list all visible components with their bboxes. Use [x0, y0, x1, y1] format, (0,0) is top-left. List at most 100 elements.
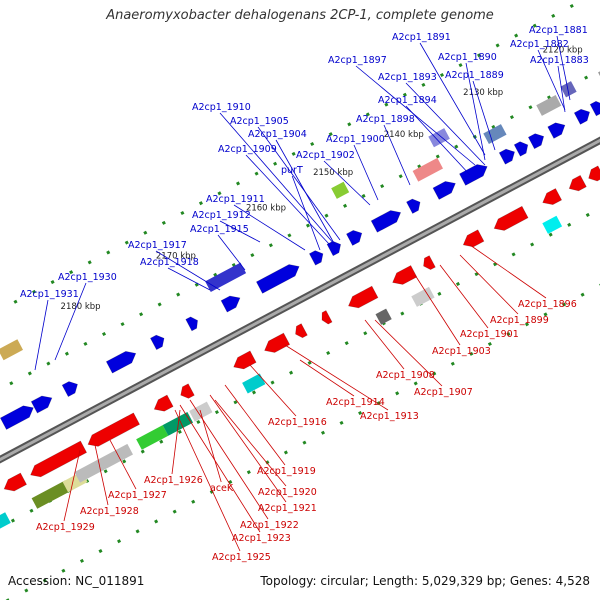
reverse-gene-arrow — [392, 265, 418, 285]
reverse-tick-mark — [437, 291, 442, 296]
reverse-label-leader — [199, 409, 222, 483]
outer-tick-mark — [477, 53, 482, 58]
forward-tick-mark — [46, 361, 51, 366]
forward-gene-label: A2cp1_1915 — [190, 224, 249, 235]
reverse-gene-arrow — [423, 255, 436, 271]
feature-block — [331, 181, 350, 199]
forward-gene-label: A2cp1_1898 — [356, 114, 415, 125]
forward-gene-label: A2cp1_1890 — [438, 52, 497, 63]
reverse-gene-label: A2cp1_1929 — [36, 522, 95, 533]
inner-tick-mark — [135, 529, 140, 534]
forward-tick-mark — [64, 351, 69, 356]
forward-gene-label: A2cp1_1883 — [530, 55, 589, 66]
reverse-label-leader — [109, 439, 137, 490]
forward-gene-label: A2cp1_1891 — [392, 32, 451, 43]
outer-tick-mark — [87, 260, 92, 265]
inner-tick-mark — [395, 391, 400, 396]
forward-gene-arrow — [406, 198, 421, 214]
scale-label: 2170 kbp — [156, 251, 196, 261]
reverse-tick-mark — [140, 449, 145, 454]
forward-label-leader — [405, 105, 471, 176]
outer-tick-mark — [69, 270, 74, 275]
inner-tick-mark — [117, 539, 122, 544]
feature-block — [411, 286, 435, 307]
forward-label-leader — [219, 112, 336, 246]
reverse-tick-mark — [530, 242, 535, 247]
reverse-label-leader — [284, 344, 389, 411]
forward-tick-mark — [250, 253, 255, 258]
feature-block — [242, 373, 266, 394]
outer-tick-mark — [254, 171, 259, 176]
feature-block — [375, 308, 392, 325]
reverse-label-leader — [459, 254, 519, 315]
inner-tick-mark — [432, 371, 437, 376]
outer-tick-mark — [402, 92, 407, 97]
forward-label-leader — [419, 42, 486, 156]
inner-tick-mark — [265, 460, 270, 465]
inner-tick-mark — [562, 302, 567, 307]
forward-tick-mark — [9, 381, 14, 386]
reverse-gene-label: A2cp1_1907 — [414, 387, 473, 398]
reverse-tick-mark — [233, 400, 238, 405]
forward-gene-arrow — [498, 148, 515, 165]
reverse-label-leader — [179, 404, 261, 533]
reverse-gene-arrow — [153, 394, 174, 412]
reverse-gene-label: A2cp1_1919 — [257, 466, 316, 477]
reverse-tick-mark — [326, 350, 331, 356]
reverse-gene-arrow — [348, 285, 379, 309]
forward-tick-mark — [120, 322, 125, 327]
outer-tick-mark — [365, 112, 370, 117]
scale-label: 2120 kbp — [543, 46, 583, 56]
reverse-tick-mark — [585, 212, 590, 217]
inner-tick-mark — [524, 322, 529, 327]
reverse-gene-label: A2cp1_1920 — [258, 487, 317, 498]
reverse-gene-arrow — [233, 350, 257, 370]
forward-label-leader — [167, 267, 211, 291]
forward-gene-label: A2cp1_1931 — [20, 289, 79, 300]
reverse-label-leader — [364, 319, 405, 370]
forward-gene-arrow — [589, 100, 600, 117]
forward-gene-arrow — [220, 295, 241, 313]
reverse-gene-arrow — [462, 229, 485, 248]
inner-tick-mark — [376, 401, 381, 406]
forward-gene-label: A2cp1_1893 — [378, 72, 437, 83]
reverse-gene-arrow — [493, 205, 529, 231]
forward-label-leader — [405, 82, 486, 166]
feature-block — [31, 480, 71, 509]
backbone-highlight — [0, 138, 600, 462]
reverse-gene-label: A2cp1_1899 — [490, 315, 549, 326]
reverse-gene-label: A2cp1_1913 — [360, 411, 419, 422]
feature-block — [560, 81, 577, 98]
forward-gene-label: A2cp1_1930 — [58, 272, 117, 283]
forward-gene-arrow — [527, 133, 545, 150]
reverse-gene-arrow — [264, 332, 291, 353]
inner-tick-mark — [154, 519, 159, 524]
reverse-gene-label: A2cp1_1896 — [518, 299, 577, 310]
feature-block — [483, 124, 507, 145]
forward-label-leader — [537, 49, 566, 111]
scale-label: 2180 kbp — [61, 302, 101, 312]
outer-tick-mark — [143, 230, 148, 235]
accession-text: Accession: NC_011891 — [8, 574, 145, 588]
feature-block — [428, 128, 450, 148]
reverse-gene-label: aceK — [210, 483, 234, 494]
forward-label-leader — [34, 299, 49, 371]
inner-tick-mark — [24, 588, 29, 593]
outer-tick-mark — [514, 33, 519, 38]
forward-gene-arrow — [105, 351, 137, 374]
forward-tick-mark — [361, 193, 366, 198]
forward-label-leader — [155, 250, 221, 291]
forward-gene-label: A2cp1_1897 — [328, 55, 387, 66]
reverse-gene-arrow — [568, 174, 587, 192]
reverse-gene-arrow — [87, 412, 141, 447]
forward-gene-label: A2cp1_1917 — [128, 240, 187, 251]
feature-block — [74, 443, 133, 483]
forward-gene-arrow — [30, 395, 53, 414]
reverse-label-leader — [414, 274, 461, 346]
forward-label-leader — [257, 126, 341, 241]
reverse-gene-label: A2cp1_1923 — [232, 533, 291, 544]
reverse-gene-label: A2cp1_1926 — [144, 475, 203, 486]
outer-tick-mark — [421, 82, 426, 87]
forward-label-leader — [557, 65, 566, 113]
reverse-gene-arrow — [30, 440, 88, 478]
